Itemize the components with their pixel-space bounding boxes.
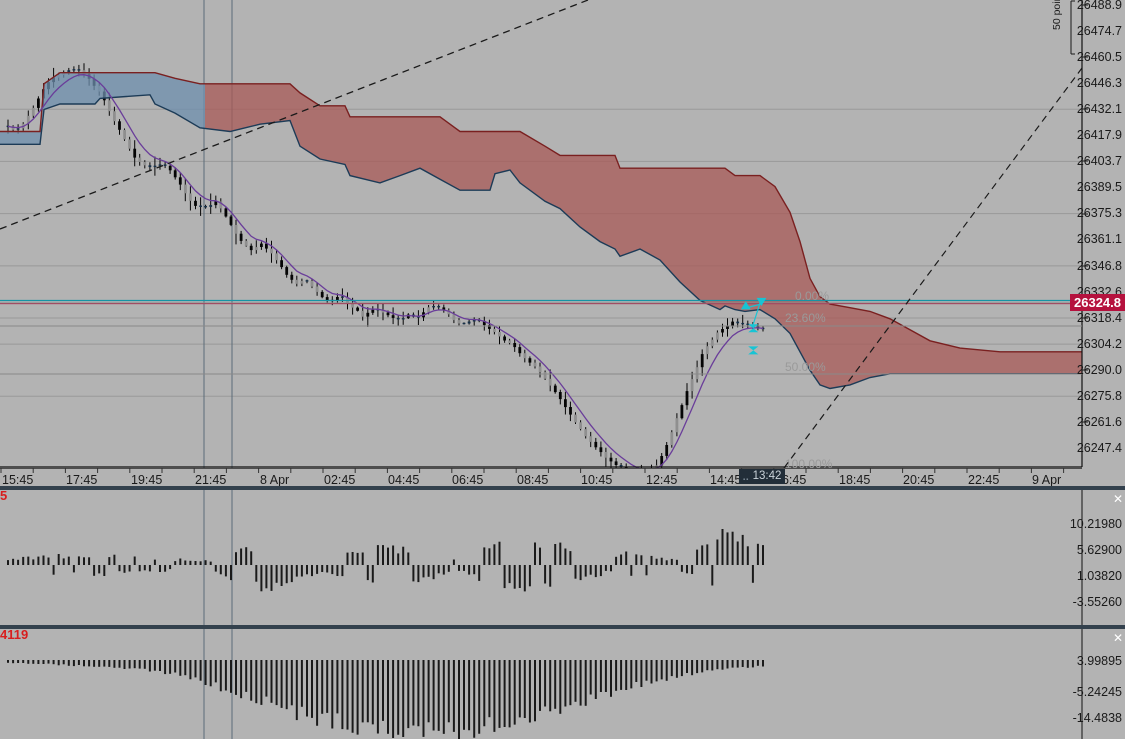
svg-text:100.00%: 100.00% xyxy=(785,457,833,468)
svg-text:23.60%: 23.60% xyxy=(785,311,826,325)
svg-text:50 points: 50 points xyxy=(1051,0,1063,30)
svg-text:50.00%: 50.00% xyxy=(785,360,826,374)
svg-text:0.00%: 0.00% xyxy=(795,289,829,303)
